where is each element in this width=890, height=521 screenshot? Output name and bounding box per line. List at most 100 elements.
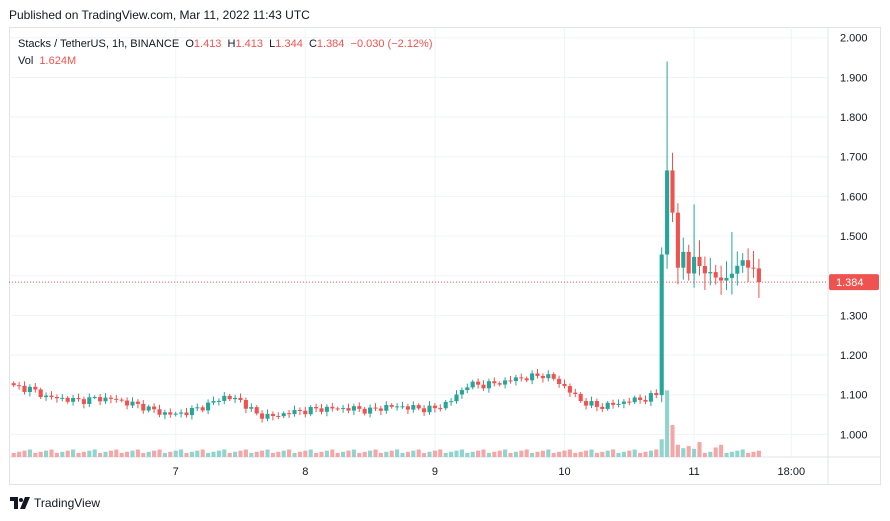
volume-bar bbox=[670, 425, 675, 457]
volume-bar bbox=[341, 451, 346, 457]
candle-body bbox=[346, 408, 351, 411]
price-chart[interactable]: 1.384 2.000 1.900 1.800 1.700 1.600 1.500 1.300… bbox=[9, 27, 881, 485]
volume-bar bbox=[751, 451, 756, 457]
volume-bar bbox=[454, 450, 459, 457]
volume-bar bbox=[562, 450, 567, 457]
candle-body bbox=[735, 265, 740, 274]
candle-body bbox=[459, 390, 464, 395]
candle-body bbox=[643, 399, 648, 402]
volume-bar bbox=[346, 450, 351, 457]
candle-body bbox=[114, 398, 119, 400]
candle-body bbox=[119, 399, 124, 401]
candle-body bbox=[319, 408, 324, 412]
volume-bar bbox=[287, 449, 292, 457]
chart-panel[interactable] bbox=[9, 27, 881, 485]
candle-body bbox=[152, 406, 157, 410]
volume-bar bbox=[611, 449, 616, 457]
candle-body bbox=[87, 397, 92, 404]
volume-bar bbox=[686, 446, 691, 457]
volume-bar bbox=[125, 451, 130, 457]
volume-bar bbox=[540, 450, 545, 457]
candle-body bbox=[92, 397, 97, 399]
candle-body bbox=[287, 413, 292, 415]
volume-bar bbox=[351, 449, 356, 457]
volume-bar bbox=[746, 452, 751, 457]
candle-body bbox=[605, 402, 610, 409]
candle-body bbox=[308, 406, 313, 415]
candle-body bbox=[648, 393, 653, 402]
candle-body bbox=[746, 260, 751, 268]
volume-bar bbox=[22, 450, 27, 457]
candle-body bbox=[540, 375, 545, 379]
candle-body bbox=[233, 397, 238, 400]
candle-body bbox=[276, 415, 281, 417]
candle-body bbox=[108, 397, 113, 399]
volume-bar bbox=[681, 448, 686, 457]
volume-bar bbox=[17, 451, 22, 457]
candle-body bbox=[303, 410, 308, 415]
volume-bar bbox=[508, 452, 513, 457]
volume-bar bbox=[594, 452, 599, 457]
candle-body bbox=[729, 273, 734, 278]
candle-body bbox=[103, 397, 108, 402]
candle-body bbox=[184, 412, 189, 416]
candle-body bbox=[173, 413, 178, 415]
volume-bar bbox=[632, 449, 637, 457]
volume-bar bbox=[108, 450, 113, 457]
candle-body bbox=[405, 406, 410, 410]
candle-body bbox=[713, 272, 718, 278]
candle-body bbox=[38, 389, 43, 398]
candle-body bbox=[600, 406, 605, 409]
candle-body bbox=[341, 408, 346, 410]
volume-bar bbox=[573, 452, 578, 457]
legend-volume-label: Vol bbox=[18, 55, 34, 67]
volume-bar bbox=[54, 452, 59, 457]
candle-body bbox=[206, 402, 211, 411]
candle-body bbox=[260, 413, 265, 419]
volume-bar bbox=[589, 449, 594, 457]
volume-bar bbox=[92, 449, 97, 457]
candle-body bbox=[179, 412, 184, 414]
volume-bar bbox=[179, 449, 184, 457]
candle-body bbox=[524, 378, 529, 381]
candle-body bbox=[378, 408, 383, 411]
volume-bar bbox=[292, 452, 297, 457]
volume-bar bbox=[162, 452, 167, 457]
footer-brand[interactable]: TradingView bbox=[10, 496, 100, 510]
volume-bar bbox=[470, 451, 475, 457]
volume-bar bbox=[513, 451, 518, 457]
volume-bar bbox=[173, 450, 178, 457]
volume-bar bbox=[443, 452, 448, 457]
volume-bar bbox=[357, 452, 362, 457]
volume-bar bbox=[362, 451, 367, 457]
volume-bar bbox=[600, 451, 605, 457]
volume-bar bbox=[654, 449, 659, 457]
volume-bar bbox=[141, 452, 146, 457]
candle-body bbox=[584, 401, 589, 406]
volume-bar bbox=[281, 450, 286, 457]
volume-bar bbox=[735, 450, 740, 457]
y-tick-label: 1.600 bbox=[840, 191, 868, 203]
last-price-tag bbox=[829, 274, 879, 291]
candle-body bbox=[508, 380, 513, 382]
volume-bar bbox=[584, 450, 589, 457]
candle-body bbox=[227, 395, 232, 400]
volume-bar bbox=[643, 451, 648, 457]
volume-bar bbox=[260, 450, 265, 457]
legend-ohlc-row: Stacks / TetherUS, 1h, BINANCE O1.413 H1… bbox=[18, 36, 433, 53]
volume-bar bbox=[65, 450, 70, 457]
candle-body bbox=[681, 251, 686, 268]
volume-bar bbox=[314, 452, 319, 457]
volume-bar bbox=[222, 449, 227, 457]
volume-bar bbox=[308, 449, 313, 457]
y-tick-label: 1.900 bbox=[840, 72, 868, 84]
legend-high-label: H bbox=[227, 38, 236, 50]
volume-bar bbox=[557, 451, 562, 457]
candle-body bbox=[400, 406, 405, 408]
candle-body bbox=[589, 401, 594, 406]
tradingview-logo-icon bbox=[10, 497, 30, 509]
candle-body bbox=[594, 401, 599, 407]
candle-body bbox=[659, 254, 664, 396]
candle-body bbox=[535, 373, 540, 376]
volume-bar bbox=[578, 451, 583, 457]
